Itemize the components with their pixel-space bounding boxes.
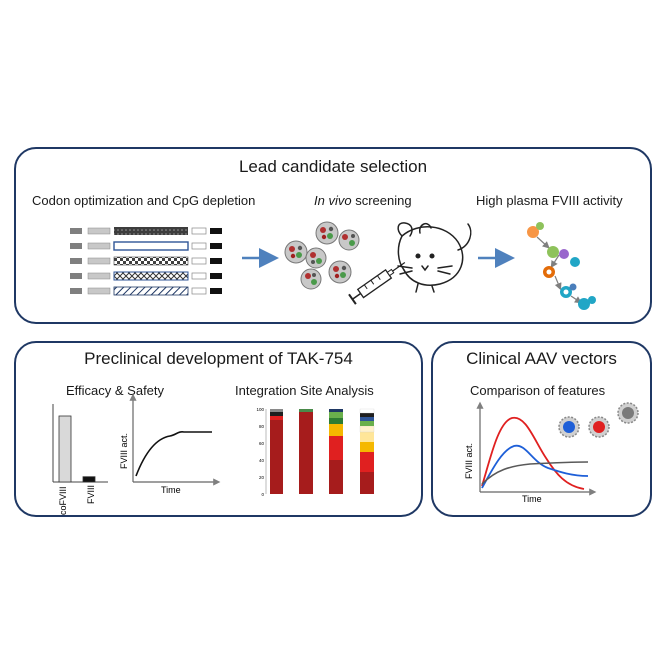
codon-optimization-label: Codon optimization and CpG depletion [32, 193, 256, 208]
integration-site-label: Integration Site Analysis [235, 383, 374, 398]
screening-text: screening [351, 193, 412, 208]
clinical-panel: Clinical AAV vectors Comparison of featu… [431, 341, 652, 517]
clinical-panel-title: Clinical AAV vectors [466, 349, 617, 368]
preclinical-panel-title: Preclinical development of TAK-754 [84, 349, 353, 368]
plasma-activity-label: High plasma FVIII activity [476, 193, 623, 208]
lead-candidate-panel: Lead candidate selection Codon optimizat… [14, 147, 652, 324]
in-vivo-text: In vivo [314, 193, 352, 208]
in-vivo-screening-label: In vivo screening [314, 193, 412, 208]
efficacy-safety-label: Efficacy & Safety [66, 383, 165, 398]
preclinical-panel: Preclinical development of TAK-754 Effic… [14, 341, 423, 517]
comparison-label: Comparison of features [470, 383, 606, 398]
lead-panel-title: Lead candidate selection [238, 157, 428, 176]
